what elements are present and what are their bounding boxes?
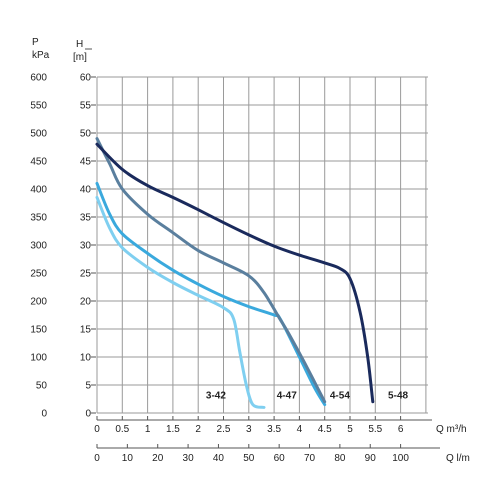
series-line-3-42 — [95, 195, 266, 409]
q-lm-tick-label: 0 — [94, 453, 100, 464]
p-axis-unit: kPa — [32, 50, 50, 61]
h-tick-label: 50 — [80, 129, 92, 140]
q-m3h-tick-label: 1 — [145, 424, 151, 435]
h-axis-unit: [m] — [73, 52, 87, 63]
p-tick-label: 350 — [30, 213, 47, 224]
p-tick-label: 50 — [36, 381, 48, 392]
p-tick-label: 600 — [30, 73, 47, 84]
q-lm-tick-label: 10 — [122, 453, 134, 464]
q-lm-tick-label: 60 — [274, 453, 286, 464]
h-tick-label: 30 — [80, 241, 92, 252]
q-m3h-tick-label: 4 — [297, 424, 303, 435]
q-lm-tick-label: 40 — [213, 453, 225, 464]
q-lm-tick-label: 30 — [183, 453, 195, 464]
h-tick-label: 20 — [80, 297, 92, 308]
q-m3h-tick-label: 2.5 — [217, 424, 231, 435]
axes: 0510152025303540455055600501001502002503… — [30, 48, 440, 464]
p-axis-title: P — [32, 37, 39, 48]
q-m3h-tick-label: 5 — [347, 424, 353, 435]
p-tick-label: 0 — [41, 409, 47, 420]
q-m3h-tick-label: 4.5 — [318, 424, 332, 435]
series-label-4-47: 4-47 — [277, 390, 297, 401]
series-label-5-48: 5-48 — [388, 390, 408, 401]
p-tick-label: 150 — [30, 325, 47, 336]
h-tick-label: 40 — [80, 185, 92, 196]
p-tick-label: 100 — [30, 353, 47, 364]
grid-lines — [96, 76, 428, 414]
series-line-4-47 — [95, 181, 327, 407]
h-tick-label: 10 — [80, 353, 92, 364]
q-m3h-tick-label: 0.5 — [115, 424, 129, 435]
p-tick-label: 200 — [30, 297, 47, 308]
q-lm-tick-label: 50 — [243, 453, 255, 464]
q-lm-axis-title: Q l/m — [446, 453, 470, 464]
q-lm-tick-label: 70 — [304, 453, 316, 464]
q-m3h-tick-label: 3.5 — [267, 424, 281, 435]
series-curves — [95, 137, 375, 409]
p-tick-label: 550 — [30, 101, 47, 112]
q-m3h-tick-label: 0 — [94, 424, 100, 435]
q-lm-tick-label: 20 — [152, 453, 164, 464]
h-tick-label: 15 — [80, 325, 92, 336]
h-tick-label: 45 — [80, 157, 92, 168]
q-lm-tick-label: 80 — [334, 453, 346, 464]
q-lm-tick-label: 90 — [365, 453, 377, 464]
q-lm-tick-label: 100 — [392, 453, 409, 464]
h-tick-label: 55 — [80, 101, 92, 112]
p-tick-label: 250 — [30, 269, 47, 280]
h-axis-title: H — [76, 39, 83, 50]
series-label-4-54: 4-54 — [330, 390, 350, 401]
p-tick-label: 500 — [30, 129, 47, 140]
q-m3h-tick-label: 6 — [398, 424, 404, 435]
p-tick-label: 300 — [30, 241, 47, 252]
p-tick-label: 450 — [30, 157, 47, 168]
q-m3h-tick-label: 3 — [246, 424, 252, 435]
h-tick-label: 0 — [85, 409, 91, 420]
p-tick-label: 400 — [30, 185, 47, 196]
q-m3h-tick-label: 5.5 — [368, 424, 382, 435]
q-m3h-tick-label: 2 — [195, 424, 201, 435]
h-tick-label: 5 — [85, 381, 91, 392]
series-label-3-42: 3-42 — [206, 390, 226, 401]
chart-labels: P kPa H [m] Q m³/h Q l/m 3-42 4-47 4-54 5-4… — [32, 37, 470, 464]
q-m3h-axis-title: Q m³/h — [436, 424, 467, 435]
h-tick-label: 25 — [80, 269, 92, 280]
q-m3h-tick-label: 1.5 — [166, 424, 180, 435]
series-line-4-54 — [95, 137, 327, 404]
h-tick-label: 60 — [80, 73, 92, 84]
series-line-5-48 — [95, 142, 375, 404]
h-tick-label: 35 — [80, 213, 92, 224]
